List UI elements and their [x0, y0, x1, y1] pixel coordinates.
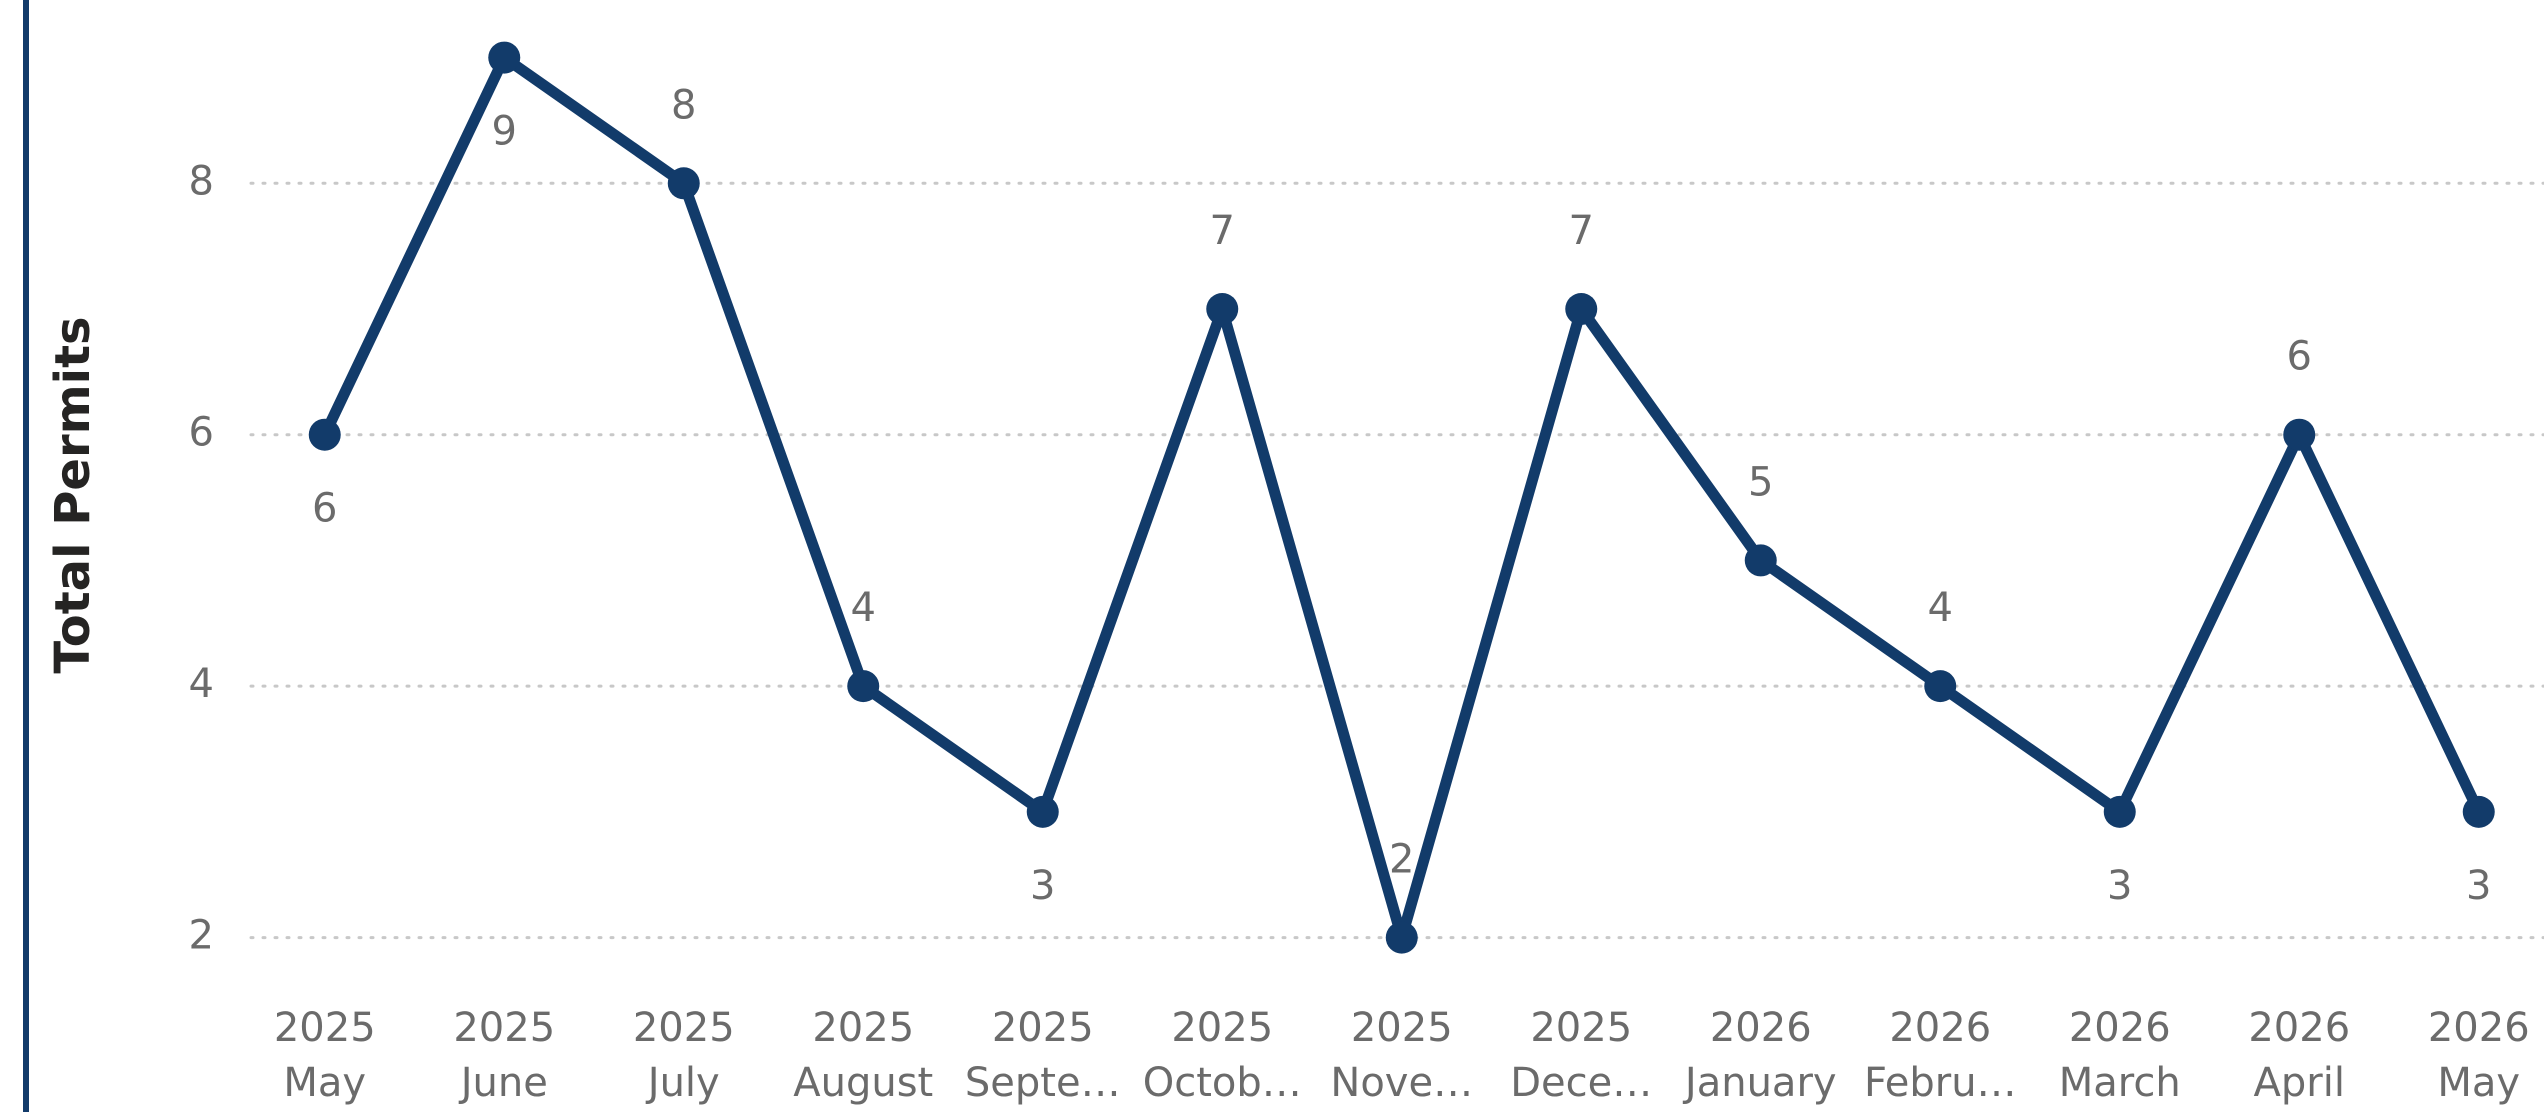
marker [1026, 795, 1059, 828]
data-label: 9 [492, 109, 517, 155]
x-tick-label: Septe… [965, 1060, 1121, 1106]
x-tick-label: 2025 [1171, 1005, 1273, 1051]
x-tick-label: June [458, 1060, 548, 1106]
marker [1565, 293, 1598, 325]
y-axis-title: Total Permits [45, 316, 101, 673]
x-tick-label: 2026 [2069, 1005, 2171, 1051]
x-tick-label: 2025 [1530, 1005, 1632, 1051]
x-tick-label: Febru… [1864, 1060, 2017, 1106]
marker [1385, 921, 1418, 954]
marker [2462, 795, 2495, 828]
data-label: 7 [1210, 208, 1235, 254]
x-tick-label: April [2254, 1060, 2345, 1106]
marker [2283, 418, 2316, 451]
x-tick-label: August [793, 1060, 933, 1106]
y-tick-label: 4 [189, 661, 214, 707]
x-tick-label: 2025 [274, 1005, 376, 1051]
marker [488, 41, 521, 74]
x-tick-label: 2025 [812, 1005, 914, 1051]
x-tick-label: Octob… [1143, 1060, 1302, 1106]
data-label: 6 [312, 486, 337, 532]
data-label: 7 [1569, 208, 1594, 254]
x-tick-label: March [2059, 1060, 2181, 1106]
marker [1924, 670, 1957, 703]
x-tick-label: 2026 [1889, 1005, 1991, 1051]
x-tick-label: 2025 [633, 1005, 735, 1051]
marker [847, 670, 880, 703]
x-tick-label: 2026 [2428, 1005, 2530, 1051]
x-tick-label: January [1682, 1060, 1837, 1106]
x-tick-label: 2026 [2248, 1005, 2350, 1051]
x-tick-label: 2025 [1351, 1005, 1453, 1051]
x-tick-label: May [2437, 1060, 2520, 1106]
data-label: 6 [2287, 334, 2312, 380]
x-tick-label: May [283, 1060, 366, 1106]
marker [667, 167, 700, 200]
data-label: 3 [2107, 863, 2132, 909]
data-label: 3 [2466, 863, 2491, 909]
data-label: 8 [671, 82, 696, 128]
line [319, 52, 2484, 944]
marker [1744, 544, 1777, 577]
x-tick-label: 2025 [453, 1005, 555, 1051]
data-label: 5 [1748, 459, 1773, 505]
y-tick-label: 6 [189, 410, 214, 456]
x-tick-label: Dece… [1510, 1060, 1652, 1106]
y-tick-label: 8 [189, 158, 214, 204]
x-tick-label: July [645, 1060, 720, 1106]
y-tick-label: 2 [189, 913, 214, 959]
x-tick-label: 2025 [992, 1005, 1094, 1051]
marker [1206, 293, 1239, 325]
data-label: 2 [1389, 837, 1414, 883]
x-tick-label: Nove… [1330, 1060, 1473, 1106]
x-tick-label: 2026 [1710, 1005, 1812, 1051]
left-border [23, 0, 29, 1112]
data-label: 4 [1928, 585, 1953, 631]
marker [308, 418, 341, 451]
data-label: 3 [1030, 863, 1055, 909]
marker [2103, 795, 2136, 828]
data-label: 4 [851, 585, 876, 631]
